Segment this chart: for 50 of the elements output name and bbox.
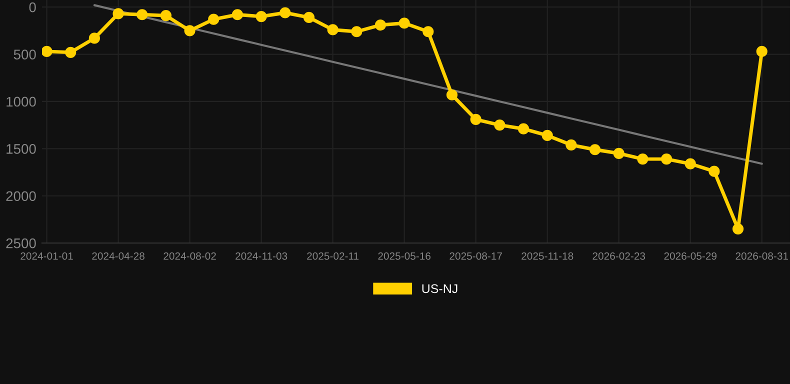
point — [422, 26, 434, 38]
point — [542, 130, 553, 142]
x-tick-label: 2026-05-29 — [664, 252, 717, 260]
line-series — [93, 4, 763, 165]
point — [684, 158, 696, 170]
point — [374, 19, 386, 31]
point — [232, 9, 244, 20]
x-tick-label: 2026-02-23 — [592, 252, 646, 260]
point — [732, 223, 744, 234]
point — [708, 166, 720, 177]
point — [470, 114, 482, 125]
point — [566, 139, 577, 150]
x-tick-label: 2024-08-02 — [164, 252, 216, 260]
point — [637, 154, 648, 165]
point — [303, 12, 315, 24]
point — [327, 24, 338, 36]
y-tick-label: 2000 — [6, 191, 36, 202]
point — [42, 46, 52, 57]
y-tick-label: 500 — [14, 50, 36, 60]
point — [518, 123, 530, 134]
point — [88, 32, 100, 44]
point — [136, 9, 148, 20]
point — [660, 154, 672, 165]
y-tick-label: 2500 — [6, 238, 36, 248]
point — [494, 120, 506, 131]
point — [184, 25, 196, 36]
point — [160, 10, 172, 22]
point — [112, 8, 124, 20]
point — [208, 14, 220, 25]
x-tick-label: 2024-04-28 — [92, 252, 144, 260]
x-tick-label: 2025-11-18 — [522, 252, 574, 260]
point — [613, 148, 624, 159]
x-tick-label: 2024-01-01 — [20, 252, 73, 260]
x-tick-label: 2026-08-31 — [736, 252, 788, 260]
y-tick-label: 1000 — [6, 96, 36, 107]
point — [446, 89, 458, 100]
legend-label: US-NJ — [422, 284, 458, 294]
x-tick-label: 2025-02-11 — [307, 252, 359, 260]
point — [756, 46, 768, 57]
point — [65, 46, 76, 58]
point — [398, 18, 410, 29]
point — [589, 144, 601, 156]
point — [280, 7, 291, 18]
y-tick-label: 1500 — [6, 144, 36, 154]
x-tick-label: 2025-05-16 — [378, 252, 431, 260]
point — [256, 10, 267, 22]
x-tick-label: 2024-11-03 — [236, 252, 288, 260]
point — [351, 26, 362, 38]
x-tick-label: 2025-08-17 — [450, 252, 502, 260]
y-tick-label: 0 — [29, 2, 36, 12]
